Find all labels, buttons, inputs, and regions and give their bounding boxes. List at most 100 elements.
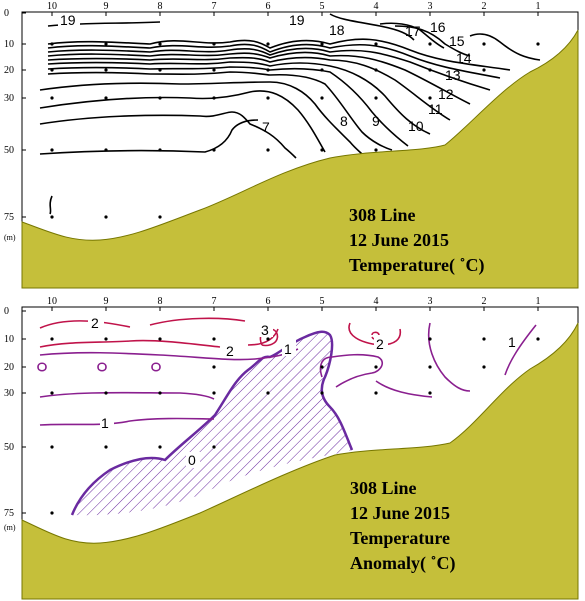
contour-label: 7 [262, 119, 270, 135]
station-dot [428, 391, 432, 395]
title-line: Temperature [350, 528, 450, 548]
contour-label: 11 [428, 101, 443, 117]
y-axis-unit: (m) [4, 233, 16, 242]
temperature-section-svg: 10 9 8 7 6 5 4 3 2 1 0 10 20 30 50 75 (m) [4, 1, 579, 289]
contour-label: 0 [188, 452, 196, 468]
contour-line [39, 339, 221, 348]
x-tick-label: 10 [47, 296, 57, 307]
station-dot [266, 96, 270, 100]
contour-label: 14 [456, 50, 472, 66]
station-dot [212, 148, 216, 152]
y-tick-label: 30 [4, 93, 14, 104]
contour-label: 2 [91, 315, 99, 331]
temperature-section-panel: 10 9 8 7 6 5 4 3 2 1 0 10 20 30 50 75 (m) [0, 0, 585, 290]
station-markers [50, 42, 540, 219]
contour-label: 2 [376, 336, 384, 352]
station-dot [158, 337, 162, 341]
contour-line [39, 111, 297, 159]
y-tick-label: 20 [4, 362, 14, 373]
x-tick-label: 7 [212, 296, 217, 307]
contour-line [47, 38, 511, 71]
station-dot [374, 391, 378, 395]
label-knockout [259, 321, 273, 337]
y-tick-label: 75 [4, 212, 14, 223]
label-knockout [374, 335, 388, 351]
title-line: 308 Line [349, 205, 416, 225]
contour-line [47, 71, 393, 151]
station-dot [482, 42, 486, 46]
y-axis-ticks: 0 10 20 30 50 75 [4, 8, 26, 223]
label-knockout [224, 342, 238, 358]
x-tick-label: 2 [482, 296, 487, 307]
station-dot [320, 42, 324, 46]
x-tick-label: 10 [47, 1, 57, 12]
contour-label: 12 [438, 86, 454, 102]
station-dot [320, 96, 324, 100]
negative-anomaly-hatch [72, 331, 352, 516]
station-dot [212, 445, 216, 449]
contour-label: 9 [372, 113, 380, 129]
station-dot [158, 445, 162, 449]
station-dot [320, 365, 324, 369]
station-dot [320, 68, 324, 72]
x-axis-ticks: 10 9 8 7 6 5 4 3 2 1 [47, 296, 541, 311]
x-tick-label: 4 [374, 296, 379, 307]
x-tick-label: 5 [320, 296, 325, 307]
label-knockout [282, 340, 296, 356]
x-tick-label: 6 [266, 1, 271, 12]
contour-line [394, 25, 471, 57]
contour-line [379, 22, 445, 49]
station-dot [374, 148, 378, 152]
x-tick-label: 8 [158, 1, 163, 12]
contour-line [39, 90, 326, 153]
x-tick-label: 1 [536, 296, 541, 307]
contour-line [47, 61, 431, 135]
contour-label: 3 [261, 322, 269, 338]
y-axis-ticks: 0 10 20 30 50 75 [4, 306, 26, 519]
station-dot [428, 96, 432, 100]
contour-loop [97, 362, 107, 372]
station-dot [266, 68, 270, 72]
station-dot [266, 148, 270, 152]
contour-line [39, 348, 299, 361]
station-dot [50, 391, 54, 395]
x-tick-label: 6 [266, 296, 271, 307]
seabed-bathymetry [21, 322, 579, 600]
contour-label: 1 [508, 334, 516, 350]
temperature-contour-labels: 19 19 18 17 16 15 14 13 12 11 10 9 8 7 [58, 12, 472, 135]
station-markers [50, 337, 540, 515]
station-dot [158, 96, 162, 100]
contour-line [47, 47, 491, 91]
y-tick-label: 10 [4, 334, 14, 345]
station-dot [104, 96, 108, 100]
station-dot [428, 68, 432, 72]
contour-line [504, 324, 537, 376]
y-tick-label: 10 [4, 39, 14, 50]
y-tick-label: 50 [4, 145, 14, 156]
x-tick-label: 7 [212, 1, 217, 12]
label-knockout [100, 415, 114, 431]
station-dot [320, 391, 324, 395]
contour-label: 1 [284, 341, 292, 357]
y-tick-label: 0 [4, 8, 9, 19]
contour-line [39, 391, 215, 400]
station-dot [158, 42, 162, 46]
station-dot [374, 68, 378, 72]
station-dot [212, 337, 216, 341]
title-line: 12 June 2015 [350, 503, 450, 523]
station-dot [50, 68, 54, 72]
anomaly-section-panel: 10 9 8 7 6 5 4 3 2 1 0 10 20 30 50 75 (m) [0, 295, 585, 601]
station-dot [104, 68, 108, 72]
contour-label: 13 [445, 67, 461, 83]
title-line: 12 June 2015 [349, 230, 449, 250]
y-tick-label: 30 [4, 388, 14, 399]
station-dot [536, 42, 540, 46]
station-dot [374, 96, 378, 100]
station-dot [158, 391, 162, 395]
station-dot [536, 337, 540, 341]
contour-label: 1 [101, 415, 109, 431]
contour-line [427, 322, 471, 392]
station-dot [104, 391, 108, 395]
station-dot [374, 365, 378, 369]
